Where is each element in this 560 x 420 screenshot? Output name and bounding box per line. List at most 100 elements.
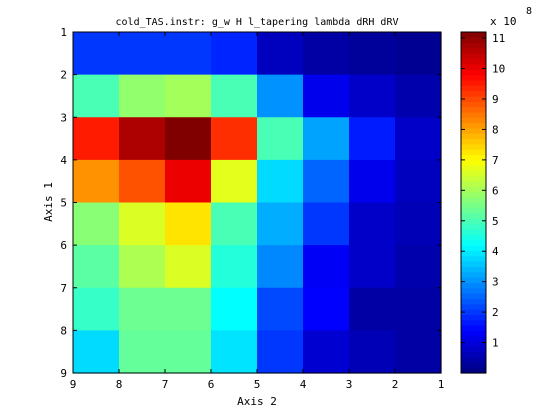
heatmap-cell bbox=[73, 117, 120, 161]
heatmap-cell bbox=[349, 74, 396, 118]
colorbar-segment bbox=[461, 58, 486, 65]
heatmap-cell bbox=[73, 159, 120, 204]
heatmap-cell bbox=[395, 287, 442, 331]
colorbar-segment bbox=[461, 159, 486, 166]
heatmap-cells bbox=[73, 32, 442, 374]
heatmap-cell bbox=[73, 287, 120, 331]
colorbar-exponent-label: x 10 bbox=[490, 15, 517, 28]
colorbar-segment bbox=[461, 325, 486, 331]
colorbar-segment bbox=[461, 170, 486, 177]
colorbar-segment bbox=[461, 223, 486, 230]
colorbar-tick-label: 6 bbox=[492, 184, 499, 197]
x-tick-label: 9 bbox=[70, 378, 77, 391]
heatmap-cell bbox=[303, 74, 350, 118]
heatmap-cell bbox=[119, 330, 166, 374]
heatmap-cell bbox=[395, 330, 442, 374]
heatmap-cell bbox=[395, 117, 442, 161]
heatmap-cell bbox=[303, 287, 350, 331]
colorbar-tick-label: 11 bbox=[492, 32, 505, 45]
colorbar-segment bbox=[461, 346, 486, 353]
x-tick-label: 2 bbox=[392, 378, 399, 391]
heatmap-cell bbox=[119, 32, 166, 76]
x-tick-label: 1 bbox=[438, 378, 445, 391]
colorbar-segment bbox=[461, 165, 486, 172]
heatmap-cell bbox=[211, 117, 258, 161]
chart-title: cold_TAS.instr: g_w H l_tapering lambda … bbox=[116, 17, 399, 28]
heatmap-cell bbox=[73, 74, 120, 118]
heatmap-cell bbox=[73, 202, 120, 246]
y-axis-label: Axis 1 bbox=[42, 182, 55, 222]
colorbar-segment bbox=[461, 303, 486, 310]
colorbar-segment bbox=[461, 341, 486, 347]
heatmap-cell bbox=[257, 287, 304, 331]
colorbar-segment bbox=[461, 79, 486, 86]
colorbar-segment bbox=[461, 234, 486, 241]
heatmap-cell bbox=[211, 32, 258, 76]
x-tick-label: 8 bbox=[116, 378, 123, 391]
colorbar-segment bbox=[461, 111, 486, 118]
heatmap-cell bbox=[165, 117, 212, 161]
heatmap-cell bbox=[303, 330, 350, 374]
colorbar-segment bbox=[461, 106, 486, 113]
heatmap-cell bbox=[349, 159, 396, 204]
colorbar-segment bbox=[461, 319, 486, 326]
y-tick-label: 4 bbox=[60, 154, 67, 167]
heatmap-cell bbox=[211, 287, 258, 331]
colorbar-segment bbox=[461, 181, 486, 188]
colorbar-segment bbox=[461, 362, 486, 369]
heatmap-cell bbox=[211, 74, 258, 118]
heatmap-cell bbox=[395, 159, 442, 204]
x-tick-label: 3 bbox=[346, 378, 353, 391]
colorbar-tick-label: 1 bbox=[492, 337, 499, 350]
heatmap-cell bbox=[349, 202, 396, 246]
heatmap-cell bbox=[211, 202, 258, 246]
colorbar-segment bbox=[461, 74, 486, 81]
colorbar-segment bbox=[461, 277, 486, 284]
heatmap-cell bbox=[165, 159, 212, 204]
colorbar-segment bbox=[461, 207, 486, 214]
colorbar-segment bbox=[461, 213, 486, 220]
heatmap-cell bbox=[349, 117, 396, 161]
colorbar-segment bbox=[461, 330, 486, 337]
y-tick-label: 9 bbox=[60, 367, 67, 380]
colorbar-segment bbox=[461, 335, 486, 342]
colorbar-tick-label: 2 bbox=[492, 306, 499, 319]
x-tick-label: 6 bbox=[208, 378, 215, 391]
colorbar-segment bbox=[461, 367, 486, 374]
colorbar-tick-label: 5 bbox=[492, 215, 499, 228]
colorbar-segment bbox=[461, 69, 486, 76]
colorbar-gradient bbox=[461, 32, 486, 374]
colorbar-segment bbox=[461, 191, 486, 198]
heatmap-cell bbox=[395, 32, 442, 76]
heatmap-cell bbox=[303, 159, 350, 204]
colorbar-segment bbox=[461, 133, 486, 140]
heatmap-cell bbox=[349, 32, 396, 76]
heatmap-cell bbox=[165, 74, 212, 118]
heatmap-cell bbox=[119, 159, 166, 204]
heatmap-cell bbox=[211, 245, 258, 289]
colorbar-segment bbox=[461, 298, 486, 305]
colorbar-segment bbox=[461, 101, 486, 108]
colorbar-segment bbox=[461, 245, 486, 252]
colorbar-segment bbox=[461, 175, 486, 182]
colorbar-segment bbox=[461, 293, 486, 300]
heatmap-cell bbox=[119, 202, 166, 246]
x-axis-label: Axis 2 bbox=[237, 395, 277, 408]
heatmap-cell bbox=[395, 245, 442, 289]
colorbar-tick-label: 7 bbox=[492, 154, 499, 167]
colorbar-segment bbox=[461, 117, 486, 124]
colorbar-segment bbox=[461, 53, 486, 60]
heatmap-cell bbox=[165, 287, 212, 331]
colorbar-segment bbox=[461, 95, 486, 102]
heatmap-cell bbox=[257, 202, 304, 246]
y-axis-ticks: 1 2 3 4 5 6 7 8 9 bbox=[60, 26, 441, 380]
colorbar-segment bbox=[461, 127, 486, 134]
colorbar-segment bbox=[461, 266, 486, 273]
colorbar-segment bbox=[461, 250, 486, 257]
heatmap-cell bbox=[211, 159, 258, 204]
colorbar-segment bbox=[461, 138, 486, 145]
colorbar-segment bbox=[461, 282, 486, 289]
heatmap-cell bbox=[119, 287, 166, 331]
heatmap-cell bbox=[257, 159, 304, 204]
colorbar-segment bbox=[461, 47, 486, 54]
